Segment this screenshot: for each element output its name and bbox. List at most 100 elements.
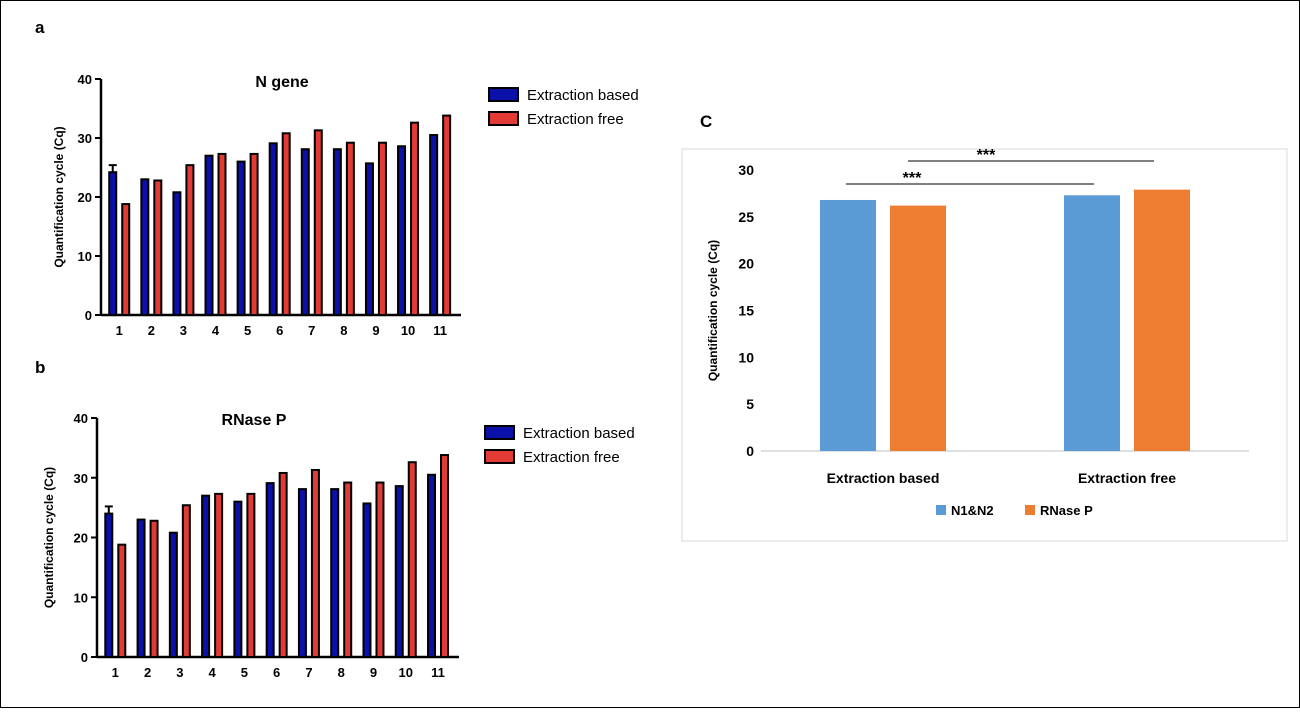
x-tick-label: 6: [276, 323, 283, 338]
bar-extraction-free: [407, 461, 417, 658]
bar-extraction-based: [265, 482, 275, 658]
x-tick-label: 3: [176, 665, 183, 680]
bar-extraction-free: [375, 481, 385, 658]
bar-extraction-free: [121, 203, 131, 316]
bar-extraction-free: [313, 129, 323, 316]
bar-n1n2: [1064, 195, 1120, 451]
legend-swatch-extraction-free: [488, 111, 519, 126]
y-tick-label: 30: [74, 471, 88, 486]
bar-extraction-based: [330, 488, 340, 659]
bar-extraction-free: [153, 179, 163, 316]
bar-extraction-free: [181, 504, 191, 658]
x-tick-label: 1: [116, 323, 123, 338]
x-tick-label: 6: [273, 665, 280, 680]
x-tick-label: 3: [180, 323, 187, 338]
bar-extraction-based: [297, 488, 307, 659]
x-tick-label: 9: [370, 665, 377, 680]
bar-extraction-based: [236, 160, 246, 316]
y-tick-label: 5: [746, 396, 754, 412]
y-tick-label: 40: [78, 72, 92, 87]
bar-extraction-based: [172, 191, 182, 316]
panel-label-a: a: [35, 18, 45, 37]
bar-extraction-based: [140, 178, 150, 316]
x-tick-label: 10: [399, 665, 413, 680]
x-tick-label: 4: [212, 323, 220, 338]
panel-c-frame: [681, 148, 1288, 542]
legend-label: N1&N2: [951, 503, 994, 518]
x-tick-label: 8: [340, 323, 347, 338]
y-tick-label: 10: [738, 349, 754, 365]
bar-extraction-based: [362, 502, 372, 658]
bar-extraction-free: [217, 152, 227, 316]
y-axis-label: Quantification cycle (Cq): [706, 240, 720, 381]
x-tick-label: 4: [208, 665, 216, 680]
y-tick-label: 0: [85, 308, 92, 323]
bar-extraction-free: [345, 141, 355, 316]
bar-extraction-based: [332, 148, 342, 316]
y-tick-label: 30: [78, 131, 92, 146]
x-tick-label: 2: [144, 665, 151, 680]
panel-a-chart: 0 10 20 30 40 Quantification cycle (Cq) N gene…: [52, 72, 639, 338]
bar-extraction-free: [246, 492, 256, 658]
bar-extraction-free: [149, 519, 159, 659]
x-tick-label: 7: [308, 323, 315, 338]
y-tick-label: 20: [738, 256, 754, 272]
bar-extraction-free: [377, 141, 387, 316]
x-tick-label: 1: [112, 665, 119, 680]
y-tick-label: 25: [738, 209, 754, 225]
y-tick-label: 0: [746, 443, 754, 459]
y-tick-label: 20: [74, 531, 88, 546]
legend-label: Extraction based: [527, 87, 639, 104]
legend-swatch-rnase-p: [1025, 505, 1035, 515]
bar-extraction-based: [394, 485, 404, 658]
bar-extraction-free: [185, 164, 195, 316]
y-axis-label: Quantification cycle (Cq): [52, 126, 66, 267]
chart-title: N gene: [255, 74, 308, 91]
y-axis-label: Quantification cycle (Cq): [42, 467, 56, 608]
bar-extraction-based: [233, 500, 243, 658]
panel-b-chart: 0 10 20 30 40 Quantification cycle (Cq) RNase …: [42, 411, 635, 680]
bar-extraction-free: [343, 481, 353, 658]
legend-label: Extraction free: [527, 111, 624, 128]
x-tick-label: 8: [338, 665, 345, 680]
legend-swatch-n1n2: [936, 505, 946, 515]
y-tick-label: 0: [81, 650, 88, 665]
legend-swatch-extraction-free: [484, 449, 515, 464]
x-tick-label: 5: [241, 665, 248, 680]
legend-label: Extraction free: [523, 449, 620, 466]
y-tick-label: 15: [738, 303, 754, 319]
bar-rnase-p: [1134, 189, 1190, 452]
bar-extraction-based: [429, 134, 439, 316]
bar-extraction-free: [442, 114, 452, 316]
x-tick-label: Extraction free: [1078, 470, 1176, 486]
bar-extraction-based: [201, 494, 211, 658]
bar-rnase-p: [890, 205, 946, 451]
legend-swatch-extraction-based: [484, 425, 515, 440]
bar-extraction-based: [268, 142, 278, 316]
x-tick-label: 10: [401, 323, 415, 338]
bar-extraction-free: [310, 468, 320, 659]
bar-extraction-based: [204, 154, 214, 316]
y-tick-label: 10: [74, 590, 88, 605]
bar-extraction-based: [136, 518, 146, 659]
x-tick-label: Extraction based: [827, 470, 940, 486]
bar-extraction-free: [117, 543, 127, 658]
bar-extraction-free: [410, 121, 420, 316]
x-tick-label: 7: [305, 665, 312, 680]
y-tick-label: 20: [78, 190, 92, 205]
legend-label: Extraction based: [523, 425, 635, 442]
panel-label-b: b: [35, 358, 45, 377]
significance-label: ***: [903, 170, 922, 187]
x-tick-label: 9: [372, 323, 379, 338]
bar-extraction-based: [300, 148, 310, 316]
bar-extraction-based: [397, 145, 407, 316]
bar-extraction-free: [278, 471, 288, 658]
legend-swatch-extraction-based: [488, 87, 519, 102]
legend-label: RNase P: [1040, 503, 1093, 518]
bar-n1n2: [820, 199, 876, 451]
chart-title: RNase P: [222, 412, 287, 429]
y-tick-label: 40: [74, 411, 88, 426]
bar-extraction-free: [281, 132, 291, 316]
bar-extraction-based: [427, 473, 437, 659]
